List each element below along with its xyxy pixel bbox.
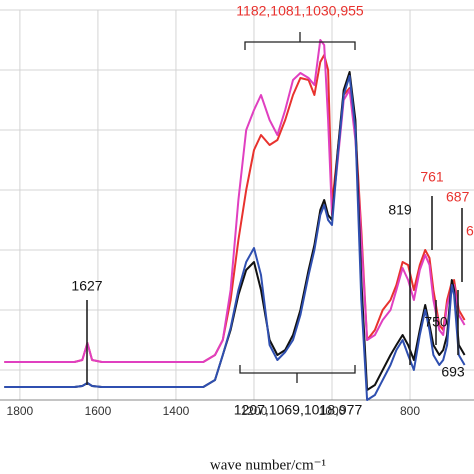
annotation: 693 — [441, 364, 465, 380]
annotation: 1182,1081,1030,955 — [236, 3, 364, 19]
x-tick-label: 1400 — [163, 404, 190, 418]
x-tick-label: 1200 — [241, 404, 268, 418]
annotation: 687 — [446, 189, 470, 205]
annotation: 750 — [424, 314, 448, 330]
top-bracket — [244, 32, 356, 50]
annotation: 1627 — [71, 278, 102, 294]
x-tick-label: 800 — [400, 404, 420, 418]
series-line — [4, 39, 466, 363]
x-tick-label: 1600 — [85, 404, 112, 418]
annotation: 761 — [420, 169, 444, 185]
annotations: 1182,1081,1030,955 1207,1069,1018,977 16… — [71, 3, 474, 418]
x-tick-labels: 1800 1600 1400 1200 1000 800 — [7, 404, 421, 418]
series-line — [4, 71, 466, 391]
x-tick-label: 1000 — [319, 404, 346, 418]
annotation: 1207,1069,1018,977 — [234, 402, 363, 418]
annotation-lines — [86, 32, 463, 385]
x-tick-label: 1800 — [7, 404, 34, 418]
x-axis-label: wave number/cm⁻¹ — [210, 457, 326, 473]
annotation: 6 — [466, 223, 474, 239]
bottom-bracket — [239, 365, 356, 383]
series-line — [4, 75, 466, 401]
annotation: 819 — [388, 202, 412, 218]
lines — [4, 39, 466, 401]
